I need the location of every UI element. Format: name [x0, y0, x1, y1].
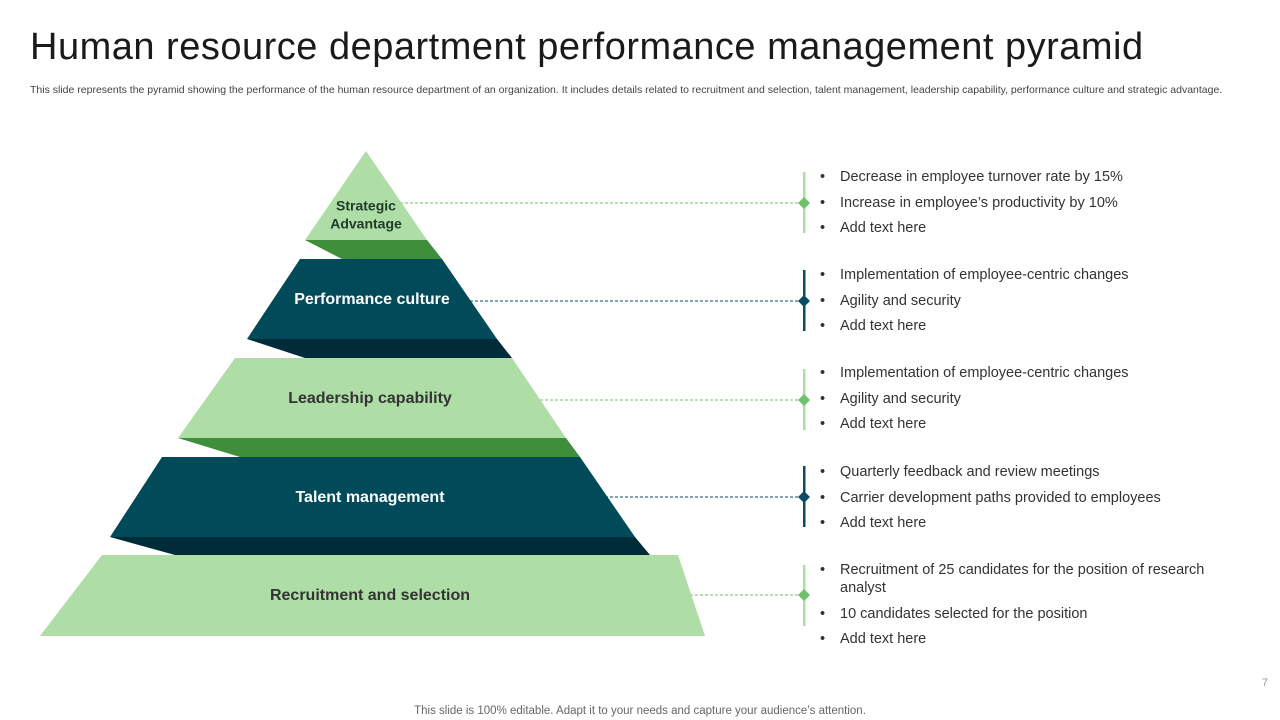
footer-note: This slide is 100% editable. Adapt it to… — [414, 705, 866, 717]
level-4-shadow — [178, 438, 580, 457]
list-item: Add text here — [820, 219, 1240, 237]
level-2-bullets: Implementation of employee-centric chang… — [820, 266, 1240, 343]
diamond-marker-4 — [798, 491, 810, 503]
list-item: Add text here — [820, 514, 1240, 532]
list-item: Recruitment of 25 candidates for the pos… — [820, 561, 1220, 597]
level-1-face — [305, 151, 427, 240]
level-5-bullets: Recruitment of 25 candidates for the pos… — [820, 561, 1220, 656]
level-2-shadow — [305, 240, 442, 259]
list-item: Add text here — [820, 317, 1240, 335]
level-4-label: Talent management — [295, 489, 445, 506]
level-4-face — [110, 457, 635, 537]
level-2-label: Performance culture — [294, 291, 450, 308]
level-5-shadow — [110, 537, 650, 555]
list-item: 10 candidates selected for the position — [820, 605, 1220, 623]
level-5-label: Recruitment and selection — [270, 587, 470, 604]
level-2-face — [247, 259, 497, 339]
level-3-face — [178, 358, 566, 438]
page-number: 7 — [1261, 677, 1268, 689]
diamond-marker-3 — [798, 394, 810, 406]
level-3-shadow — [247, 339, 512, 358]
level-5-face — [40, 555, 705, 636]
list-item: Implementation of employee-centric chang… — [820, 266, 1240, 284]
diamond-marker-5 — [798, 589, 810, 601]
diamond-marker-2 — [798, 295, 810, 307]
list-item: Agility and security — [820, 292, 1240, 310]
level-3-bullets: Implementation of employee-centric chang… — [820, 364, 1240, 441]
list-item: Carrier development paths provided to em… — [820, 489, 1240, 507]
level-1-label-line-2: Advantage — [330, 216, 402, 232]
page-subtitle: This slide represents the pyramid showin… — [30, 84, 1223, 96]
list-item: Implementation of employee-centric chang… — [820, 364, 1240, 382]
page-title: Human resource department performance ma… — [30, 26, 1144, 68]
list-item: Add text here — [820, 630, 1220, 648]
list-item: Decrease in employee turnover rate by 15… — [820, 168, 1240, 186]
level-4-bullets: Quarterly feedback and review meetings C… — [820, 463, 1240, 540]
pyramid-layers — [40, 151, 705, 636]
connectors — [400, 172, 810, 626]
list-item: Add text here — [820, 415, 1240, 433]
level-3-label: Leadership capability — [288, 390, 452, 407]
list-item: Increase in employee’s productivity by 1… — [820, 194, 1240, 212]
level-1-label-line-1: Strategic — [336, 198, 396, 214]
level-1-bullets: Decrease in employee turnover rate by 15… — [820, 168, 1240, 245]
list-item: Agility and security — [820, 390, 1240, 408]
list-item: Quarterly feedback and review meetings — [820, 463, 1240, 481]
diamond-marker-1 — [798, 197, 810, 209]
